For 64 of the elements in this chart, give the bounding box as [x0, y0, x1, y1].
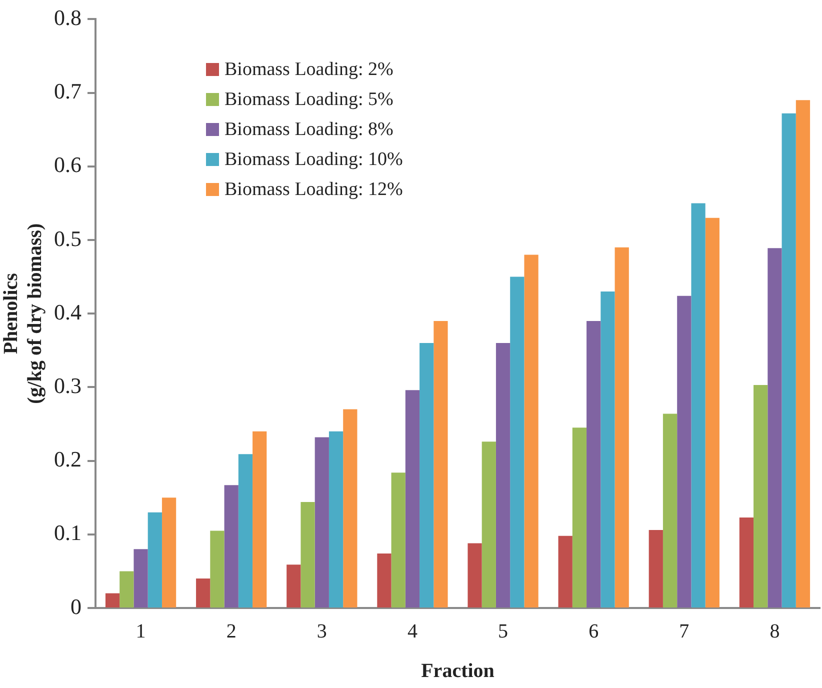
bar	[134, 549, 148, 608]
bar	[739, 517, 754, 608]
bar	[434, 320, 448, 608]
y-tick-label: 0.7	[54, 78, 82, 104]
bar	[314, 437, 329, 608]
bar	[768, 248, 782, 608]
bar	[148, 512, 162, 608]
y-axis-title: Phenolics (g/kg of dry biomass)	[0, 223, 46, 404]
bar	[468, 543, 482, 608]
bar	[343, 409, 358, 608]
x-tick-label: 7	[679, 620, 690, 642]
bar	[614, 247, 629, 608]
x-tick-label: 6	[588, 620, 599, 642]
bar	[482, 442, 496, 608]
legend-label: Biomass Loading: 10%	[224, 148, 403, 172]
legend-label: Biomass Loading: 5%	[224, 88, 394, 112]
y-tick-label: 0.1	[54, 520, 82, 546]
bar	[162, 498, 176, 608]
bar	[238, 454, 253, 608]
bar	[391, 472, 406, 608]
bar	[328, 431, 344, 608]
bar	[286, 564, 301, 608]
bar	[572, 428, 587, 608]
x-tick-label: 8	[770, 620, 780, 642]
bar	[496, 343, 510, 608]
legend-label: Biomass Loading: 2%	[224, 58, 394, 82]
legend-label: Biomass Loading: 8%	[224, 118, 394, 142]
x-axis-title: Fraction	[421, 660, 494, 682]
x-tick-label: 4	[407, 620, 418, 642]
bar	[524, 254, 538, 608]
bar	[196, 578, 210, 608]
bar	[105, 593, 120, 608]
bar	[377, 554, 392, 608]
x-tick-label: 5	[498, 620, 508, 642]
bar	[782, 113, 796, 608]
bar	[252, 431, 267, 608]
bar	[210, 530, 224, 608]
legend-label: Biomass Loading: 12%	[224, 178, 403, 202]
bar	[510, 276, 524, 608]
bar	[586, 320, 601, 608]
bar	[224, 485, 238, 608]
bar	[754, 384, 768, 608]
bar	[420, 343, 434, 608]
y-tick-label: 0.4	[54, 299, 82, 324]
y-tick-label: 0.6	[54, 152, 82, 178]
bar	[662, 414, 678, 608]
bar	[600, 292, 615, 608]
bar	[300, 502, 315, 608]
bar	[648, 530, 663, 608]
bar	[558, 536, 572, 608]
bar	[120, 571, 134, 608]
bar	[405, 390, 420, 608]
y-tick-label: 0	[70, 594, 82, 619]
x-tick-label: 2	[226, 620, 236, 642]
y-tick-label: 0.3	[54, 372, 82, 398]
bar	[677, 296, 692, 608]
bar	[691, 203, 706, 608]
bar	[796, 100, 810, 608]
y-tick-label: 0.5	[54, 226, 82, 251]
x-tick-label: 3	[316, 620, 327, 642]
y-tick-label: 0.8	[54, 4, 82, 30]
y-tick-label: 0.2	[54, 446, 82, 472]
bar	[705, 218, 720, 608]
x-tick-label: 1	[136, 620, 146, 642]
